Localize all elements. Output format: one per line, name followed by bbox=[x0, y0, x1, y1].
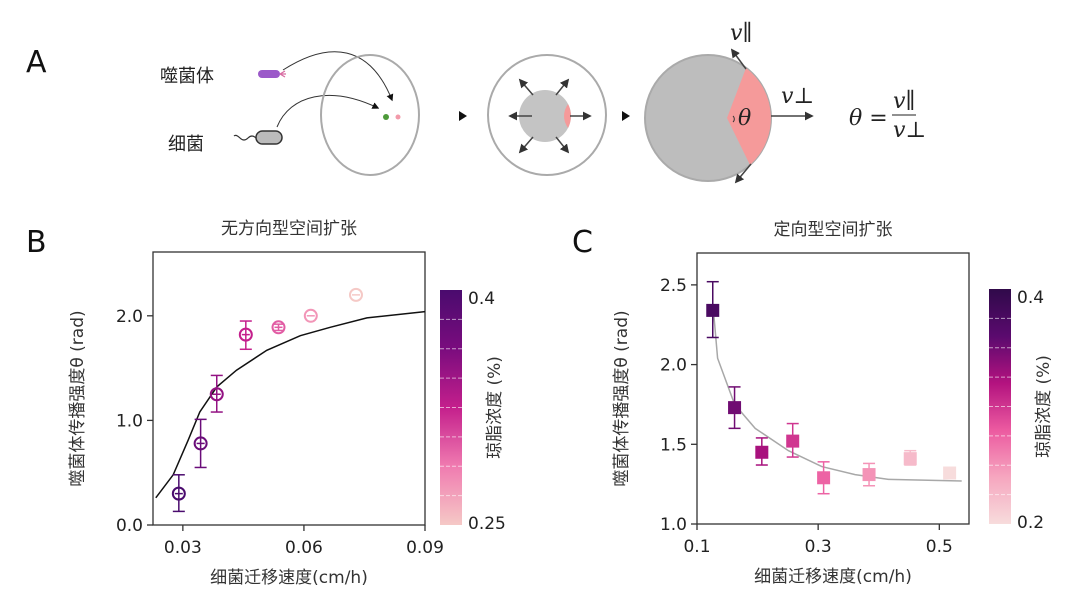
panel-a: A 噬菌体 细菌 θ v∥ v⊥ bbox=[26, 21, 926, 184]
data-point bbox=[238, 327, 253, 342]
phage-dot bbox=[395, 114, 401, 120]
formula-denominator: v⊥ bbox=[893, 118, 926, 143]
data-point bbox=[348, 287, 363, 302]
colorbar-max-label: 0.4 bbox=[1017, 288, 1044, 308]
v-parallel-label: v∥ bbox=[730, 21, 753, 46]
bacteria-dot bbox=[383, 114, 389, 120]
theta-label: θ bbox=[738, 106, 751, 131]
colorbar bbox=[440, 290, 462, 525]
data-point bbox=[755, 445, 769, 459]
data-point bbox=[706, 303, 720, 317]
y-tick-label: 2.5 bbox=[660, 276, 687, 296]
panel-label-b: B bbox=[26, 225, 47, 260]
step-arrow-icon bbox=[622, 111, 630, 121]
y-tick-label: 1.0 bbox=[660, 515, 687, 535]
model-curve bbox=[155, 310, 426, 499]
panel-label-a: A bbox=[26, 45, 47, 80]
x-axis-label: 细菌迁移速度(cm/h) bbox=[754, 567, 912, 587]
panel-label-c: C bbox=[572, 225, 593, 260]
y-axis-label: 噬菌体传播强度θ (rad) bbox=[68, 310, 88, 486]
plate-growing bbox=[487, 54, 607, 176]
data-point bbox=[943, 466, 957, 480]
x-tick-label: 0.06 bbox=[285, 538, 323, 558]
bacteria-icon bbox=[233, 130, 283, 145]
colorbar-max-label: 0.4 bbox=[468, 289, 495, 309]
v-parallel-arrow bbox=[730, 48, 747, 70]
x-tick-label: 0.3 bbox=[805, 537, 832, 557]
colony bbox=[519, 90, 571, 142]
model-curve bbox=[713, 316, 962, 482]
x-axis-label: 细菌迁移速度(cm/h) bbox=[210, 568, 368, 588]
phage-wedge-large bbox=[727, 68, 771, 165]
chart-title: 定向型空间扩张 bbox=[774, 220, 893, 240]
data-point bbox=[862, 468, 876, 482]
phage-label: 噬菌体 bbox=[160, 66, 214, 87]
colorbar-min-label: 0.25 bbox=[468, 514, 506, 534]
data-point bbox=[817, 471, 831, 485]
y-tick-label: 2.0 bbox=[116, 307, 143, 327]
colorbar-min-label: 0.2 bbox=[1017, 513, 1044, 533]
data-point bbox=[271, 320, 286, 335]
expansion-arrows bbox=[508, 78, 592, 154]
colorbar bbox=[989, 289, 1011, 524]
plate-initial bbox=[320, 54, 420, 176]
v-perp-label: v⊥ bbox=[781, 84, 814, 109]
y-tick-label: 1.5 bbox=[660, 435, 687, 455]
y-tick-label: 1.0 bbox=[116, 411, 143, 431]
y-tick-label: 0.0 bbox=[116, 516, 143, 536]
formula-lhs: θ = bbox=[849, 106, 888, 131]
phage-icon bbox=[258, 70, 286, 78]
colorbar-label: 琼脂浓度 (%) bbox=[485, 356, 505, 459]
chart-title: 无方向型空间扩张 bbox=[221, 219, 357, 239]
x-tick-label: 0.03 bbox=[164, 538, 202, 558]
colorbar-label: 琼脂浓度 (%) bbox=[1034, 355, 1054, 458]
data-point bbox=[903, 452, 917, 466]
v-parallel-arrow-lower bbox=[734, 163, 752, 184]
data-point bbox=[193, 436, 208, 451]
step-arrow-icon bbox=[459, 111, 467, 121]
x-tick-label: 0.09 bbox=[406, 538, 444, 558]
y-tick-label: 2.0 bbox=[660, 356, 687, 376]
data-point bbox=[209, 387, 224, 402]
data-point bbox=[303, 308, 318, 323]
x-tick-label: 0.1 bbox=[683, 537, 710, 557]
data-point bbox=[786, 434, 800, 448]
data-point bbox=[728, 401, 742, 415]
plot-frame bbox=[696, 252, 970, 525]
plot-frame bbox=[152, 251, 426, 526]
data-point bbox=[171, 486, 186, 501]
y-axis-label: 噬菌体传播强度θ (rad) bbox=[612, 310, 632, 486]
bacteria-arrow bbox=[276, 95, 380, 128]
x-tick-label: 0.5 bbox=[926, 537, 953, 557]
phage-wedge-small bbox=[564, 104, 571, 128]
phage-arrow bbox=[282, 51, 394, 102]
formula-numerator: v∥ bbox=[893, 89, 916, 114]
bacteria-label: 细菌 bbox=[168, 134, 204, 155]
